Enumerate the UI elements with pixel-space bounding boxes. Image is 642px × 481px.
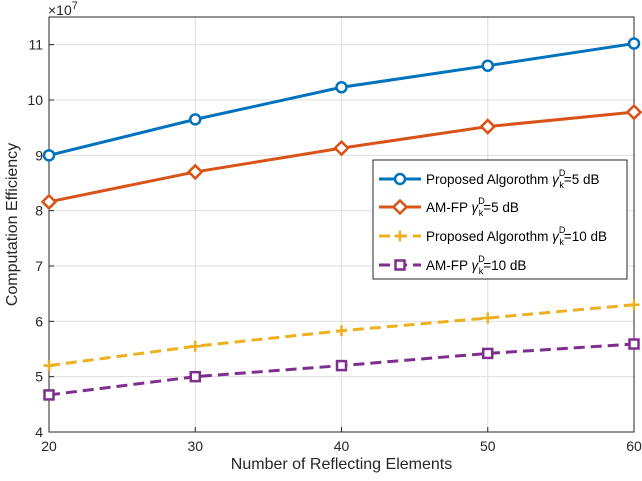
legend-label: Proposed Algorothm γD k=10 dB bbox=[426, 225, 607, 247]
series-2 bbox=[40, 103, 642, 211]
y-tick-label: 6 bbox=[35, 313, 43, 329]
y-tick-label: 8 bbox=[35, 203, 43, 219]
x-tick-label: 20 bbox=[41, 438, 57, 454]
data-point bbox=[333, 139, 350, 157]
legend-label: AM-FP γD k=5 dB bbox=[426, 196, 519, 218]
y-tick-label: 9 bbox=[35, 147, 43, 163]
series-3 bbox=[43, 299, 640, 372]
series-1 bbox=[42, 37, 641, 162]
legend-label: Proposed Algorothm γD k=5 dB bbox=[426, 168, 599, 190]
y-tick-label: 10 bbox=[27, 92, 43, 108]
data-point bbox=[335, 81, 348, 94]
data-point bbox=[43, 389, 55, 401]
y-exponent-label: ×107 bbox=[48, 0, 78, 18]
x-tick-label: 40 bbox=[334, 438, 350, 454]
data-point bbox=[627, 37, 641, 50]
data-point bbox=[336, 325, 347, 337]
series-layer bbox=[40, 37, 642, 401]
data-point bbox=[482, 347, 494, 360]
legend-marker bbox=[391, 198, 409, 216]
data-point bbox=[189, 113, 202, 126]
data-point bbox=[186, 163, 204, 181]
data-point bbox=[482, 312, 494, 324]
y-tick-label: 4 bbox=[35, 424, 43, 440]
data-point bbox=[42, 149, 56, 162]
y-exponent-power: 7 bbox=[72, 0, 78, 12]
axis-ticks: 20 30 40 50 60 4 5 6 7 8 9 10 11 bbox=[27, 37, 642, 454]
legend-marker bbox=[393, 172, 407, 186]
y-axis-label: Computation Efficiency bbox=[4, 143, 21, 306]
legend-marker bbox=[394, 259, 406, 271]
y-tick-label: 5 bbox=[35, 369, 43, 385]
x-axis-label: Number of Reflecting Elements bbox=[231, 456, 452, 473]
data-point bbox=[625, 103, 642, 121]
y-axis-exponent: ×107 bbox=[48, 0, 78, 18]
data-point bbox=[189, 370, 201, 383]
legend-label: AM-FP γD k=10 dB bbox=[426, 254, 526, 276]
legend-marker bbox=[394, 230, 406, 242]
x-tick-label: 60 bbox=[626, 438, 642, 454]
data-point bbox=[43, 360, 55, 372]
data-point bbox=[335, 359, 348, 372]
y-tick-label: 11 bbox=[28, 37, 43, 53]
data-point bbox=[40, 193, 58, 211]
y-tick-label: 7 bbox=[35, 258, 43, 274]
data-point bbox=[628, 338, 640, 350]
data-point bbox=[628, 299, 640, 311]
data-point bbox=[189, 340, 201, 352]
x-tick-label: 30 bbox=[187, 438, 203, 454]
data-point bbox=[479, 118, 497, 135]
series-4 bbox=[43, 338, 640, 401]
data-point bbox=[481, 59, 494, 72]
legend: Proposed Algorothm γD k=5 dB AM-FP γD k=5 d… bbox=[372, 159, 628, 280]
x-tick-label: 50 bbox=[480, 438, 496, 454]
